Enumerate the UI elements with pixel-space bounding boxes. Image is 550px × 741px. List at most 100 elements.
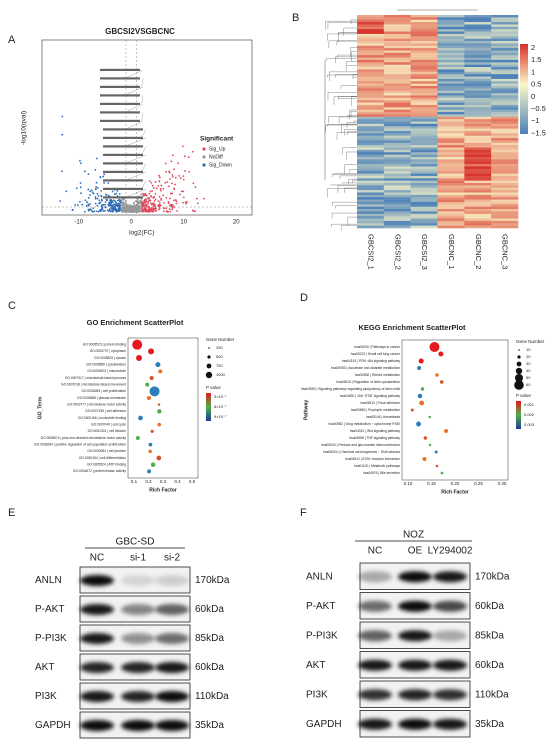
volcano-point [147,205,150,208]
volcano-point [163,201,165,204]
volcano-point [84,210,86,213]
band [358,571,392,583]
heatmap-cell [437,185,465,189]
heatmap-cell [464,204,492,207]
volcano-point [140,210,143,213]
heatmap-cell [357,166,385,170]
heatmap-cell [491,36,519,39]
legend-label: 750 [216,363,223,368]
volcano-point [79,159,81,162]
heatmap-cell [383,185,411,189]
heatmap-cell [357,161,385,165]
heatmap-cell [357,36,385,39]
heatmap-cell [357,78,385,82]
heatmap-cell [491,164,519,167]
heatmap-cell [357,164,385,167]
axis-label: GO_Term [37,396,43,419]
heatmap-cell [410,121,438,125]
heatmap-cell [383,109,411,113]
heatmap-cell [410,19,438,23]
heatmap-cell [437,147,465,151]
heatmap-cell [437,204,465,207]
heatmap-cell [464,152,492,155]
volcano-point [153,202,155,205]
heatmap-cell [357,107,385,110]
heatmap-cell [410,213,438,217]
volcano-point [128,207,131,210]
volcano-point [187,156,190,159]
volcano-point [74,204,76,206]
heatmap-cell [437,67,465,70]
x-tick-label: 0.30 [498,481,507,486]
heatmap-cell [437,211,465,215]
volcano-point [163,210,165,213]
volcano-point [114,204,117,207]
heatmap-cell [357,142,385,146]
enrich-point [423,436,428,440]
heatmap-cell [464,55,492,58]
heatmap-cell [491,194,519,198]
volcano-point [100,198,103,201]
volcano-point [154,198,157,201]
band [398,659,432,671]
heatmap-cell [464,48,492,51]
volcano-point [158,176,161,179]
heatmap-cell [383,123,411,127]
heatmap-cell [383,161,411,165]
heatmap-cell [464,119,492,122]
volcano-point [123,204,125,207]
heatmap-cell [491,95,519,99]
heatmap-cell [410,76,438,80]
heatmap-cell [357,22,385,25]
heatmap-cell [491,50,519,54]
term-label: hsa05146 | Amoebiasis [366,415,400,419]
heatmap-cell [491,33,519,37]
volcano-point [102,210,105,212]
volcano-point [86,201,88,203]
heatmap-cell [357,71,385,75]
heatmap-cell [464,209,492,212]
heatmap-cell [383,183,411,186]
heatmap-cell [410,52,438,56]
volcano-point [89,208,92,211]
heatmap-cell [437,145,465,148]
volcano-point [98,199,101,202]
volcano-point [96,192,99,195]
heatmap-cell [437,187,465,191]
colorbar-tick: −0.5 [531,104,546,113]
heatmap-cell [410,69,438,73]
heatmap-cell [383,119,411,122]
heatmap-cell [437,86,465,89]
volcano-point [98,209,101,212]
band [358,630,392,642]
heatmap-cell [464,147,492,151]
heatmap-cell [491,62,519,65]
volcano-point [126,210,128,213]
heatmap-cell [491,38,519,42]
heatmap-cell [410,57,438,61]
heatmap-cell [464,161,492,165]
heatmap-cell [357,24,385,28]
volcano-point [158,180,161,183]
heatmap-cell [491,142,519,146]
heatmap-cell [410,62,438,65]
group-label: NOZ [403,530,424,541]
heatmap-cell [491,149,519,153]
heatmap-cell [357,183,385,186]
axis-label: Rich Factor [441,489,469,495]
volcano-point [166,210,168,213]
heatmap-cell [410,209,438,212]
heatmap-cell [464,36,492,39]
volcano-point [171,182,173,185]
volcano-point [170,160,173,163]
volcano-point [93,210,96,213]
heatmap-cell [491,209,519,212]
enrich-point [145,382,150,387]
volcano-point [123,207,125,210]
volcano-point [154,203,157,206]
heatmap-cell [410,33,438,37]
heatmap-cell [383,164,411,167]
gene-label [100,68,140,71]
heatmap-cell [383,192,411,196]
heatmap-cell [464,57,492,61]
